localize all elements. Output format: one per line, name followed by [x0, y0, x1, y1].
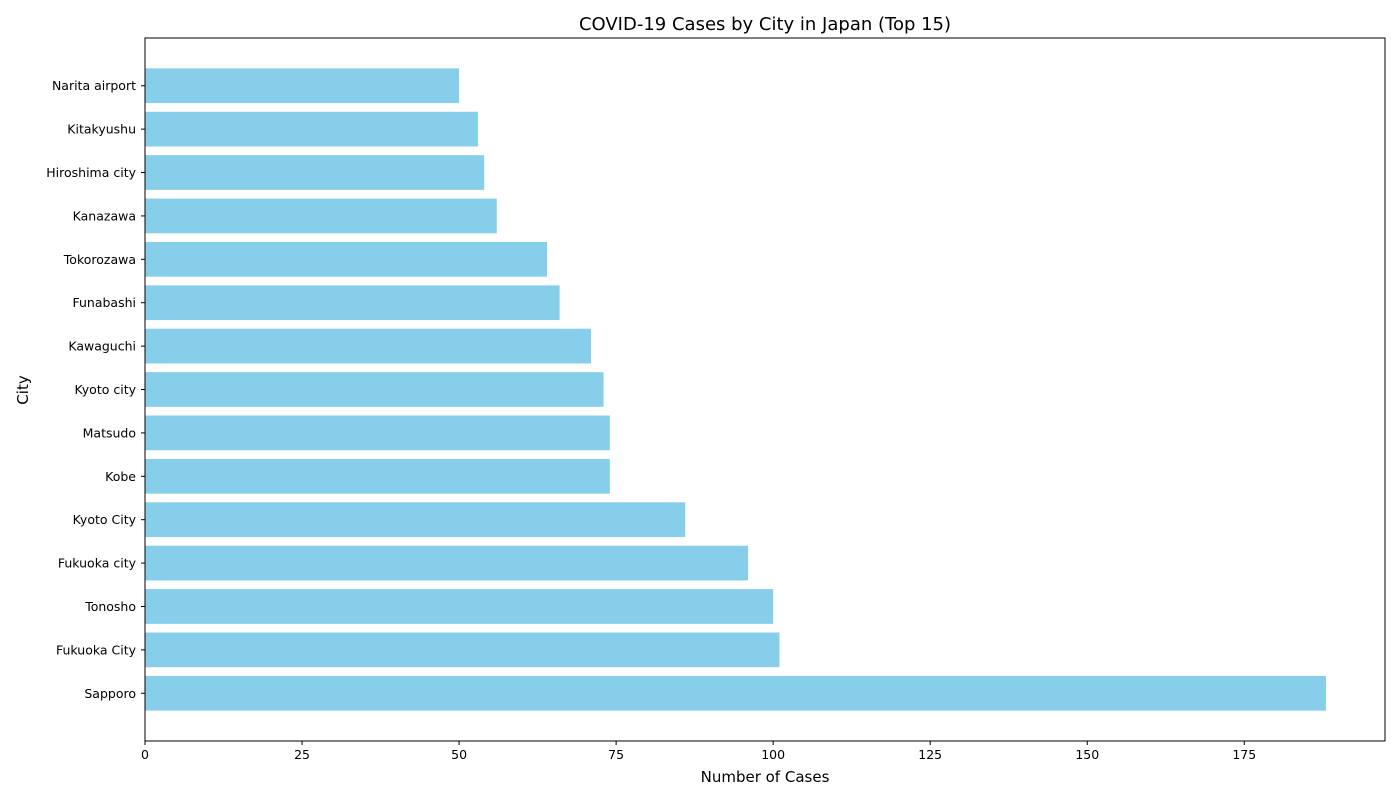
y-tick-label: Kitakyushu — [67, 122, 136, 137]
x-tick-label: 0 — [141, 747, 149, 762]
y-tick-label: Hiroshima city — [46, 165, 136, 180]
plot-frame — [144, 37, 1386, 742]
chart-title: COVID-19 Cases by City in Japan (Top 15) — [579, 14, 951, 35]
bar — [145, 458, 610, 494]
bar — [145, 68, 460, 104]
y-tick-label: Kanazawa — [73, 208, 136, 223]
x-tick-label: 25 — [294, 747, 310, 762]
y-tick-label: Funabashi — [72, 295, 136, 310]
bar — [145, 415, 610, 451]
y-tick-label: Kawaguchi — [68, 339, 136, 354]
x-tick-label: 75 — [608, 747, 624, 762]
y-tick-label: Kyoto city — [75, 382, 137, 397]
bar — [145, 675, 1326, 711]
bar — [145, 632, 780, 668]
bars-layer — [145, 68, 1326, 711]
y-tick-label: Fukuoka city — [58, 556, 137, 571]
x-tick-label: 125 — [918, 747, 942, 762]
x-tick-label: 50 — [451, 747, 467, 762]
bar — [145, 372, 604, 407]
bar — [145, 111, 478, 147]
x-tick-label: 100 — [761, 747, 785, 762]
y-axis-label: City — [14, 375, 32, 405]
y-tick-label: Sapporo — [84, 686, 136, 701]
bar — [145, 241, 548, 277]
y-tick-label: Kobe — [105, 469, 136, 484]
y-tick-label: Tonosho — [84, 599, 136, 614]
ticks-layer: Sapporo Fukuoka City Tonosho Fukuoka city Ky… — [46, 78, 1256, 762]
bar — [145, 285, 560, 321]
x-axis-label: Number of Cases — [701, 768, 830, 786]
bar — [145, 545, 749, 581]
bar — [145, 328, 591, 364]
bar — [145, 198, 497, 234]
x-tick-label: 175 — [1232, 747, 1256, 762]
bar — [145, 589, 774, 624]
y-tick-label: Matsudo — [83, 425, 136, 440]
y-tick-label: Narita airport — [52, 78, 136, 93]
y-tick-label: Fukuoka City — [56, 642, 137, 657]
bar — [145, 502, 686, 538]
x-tick-label: 150 — [1075, 747, 1099, 762]
y-tick-label: Kyoto City — [73, 512, 137, 527]
y-tick-label: Tokorozawa — [63, 252, 136, 267]
bar — [145, 155, 485, 190]
